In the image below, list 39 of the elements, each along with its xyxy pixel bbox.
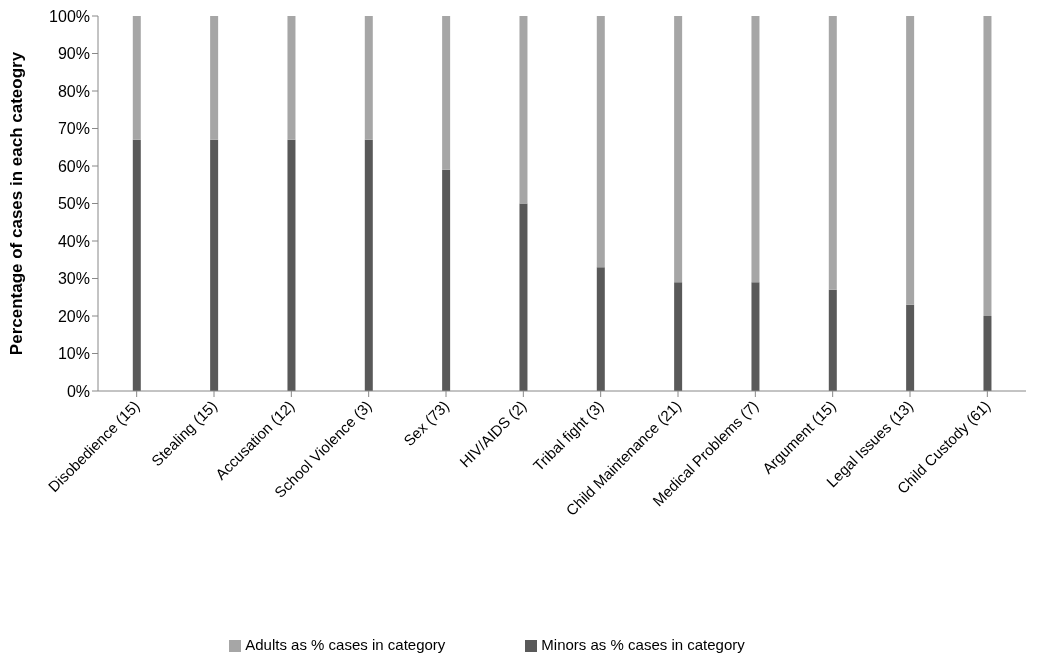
y-tick-label: 80% <box>57 82 90 100</box>
bar <box>442 16 451 170</box>
y-tick-label: 100% <box>49 7 90 25</box>
bar <box>364 16 373 140</box>
legend-label: Adults as % cases in category <box>245 636 446 653</box>
y-tick-label: 70% <box>57 120 90 138</box>
y-tick-label: 0% <box>66 382 90 400</box>
bar <box>983 16 992 316</box>
y-tick-label: 20% <box>57 307 90 325</box>
bar <box>674 16 683 283</box>
bar <box>906 16 915 305</box>
y-tick-label: 10% <box>57 345 90 363</box>
bar <box>596 16 605 268</box>
bar <box>287 139 296 391</box>
bar <box>751 282 760 391</box>
bar <box>751 16 760 283</box>
bar <box>828 289 837 391</box>
bar <box>132 139 141 391</box>
bar <box>442 169 451 391</box>
legend-label: Minors as % cases in category <box>541 636 745 653</box>
bar <box>519 203 528 391</box>
bar <box>674 282 683 391</box>
bar <box>210 16 219 140</box>
bar <box>364 139 373 391</box>
bar <box>596 267 605 391</box>
y-tick-label: 50% <box>57 195 90 213</box>
y-tick-label: 30% <box>57 270 90 288</box>
bar <box>519 16 528 204</box>
bar <box>210 139 219 391</box>
bar <box>906 304 915 391</box>
x-tick-label: Sex (73) <box>400 397 453 450</box>
bar <box>287 16 296 140</box>
y-tick-label: 60% <box>57 157 90 175</box>
y-axis-title: Percentage of cases in each cateogry <box>7 51 27 356</box>
y-tick-label: 90% <box>57 45 90 63</box>
bar <box>828 16 837 290</box>
bar <box>983 316 992 391</box>
bar <box>132 16 141 140</box>
y-tick-label: 40% <box>57 232 90 250</box>
